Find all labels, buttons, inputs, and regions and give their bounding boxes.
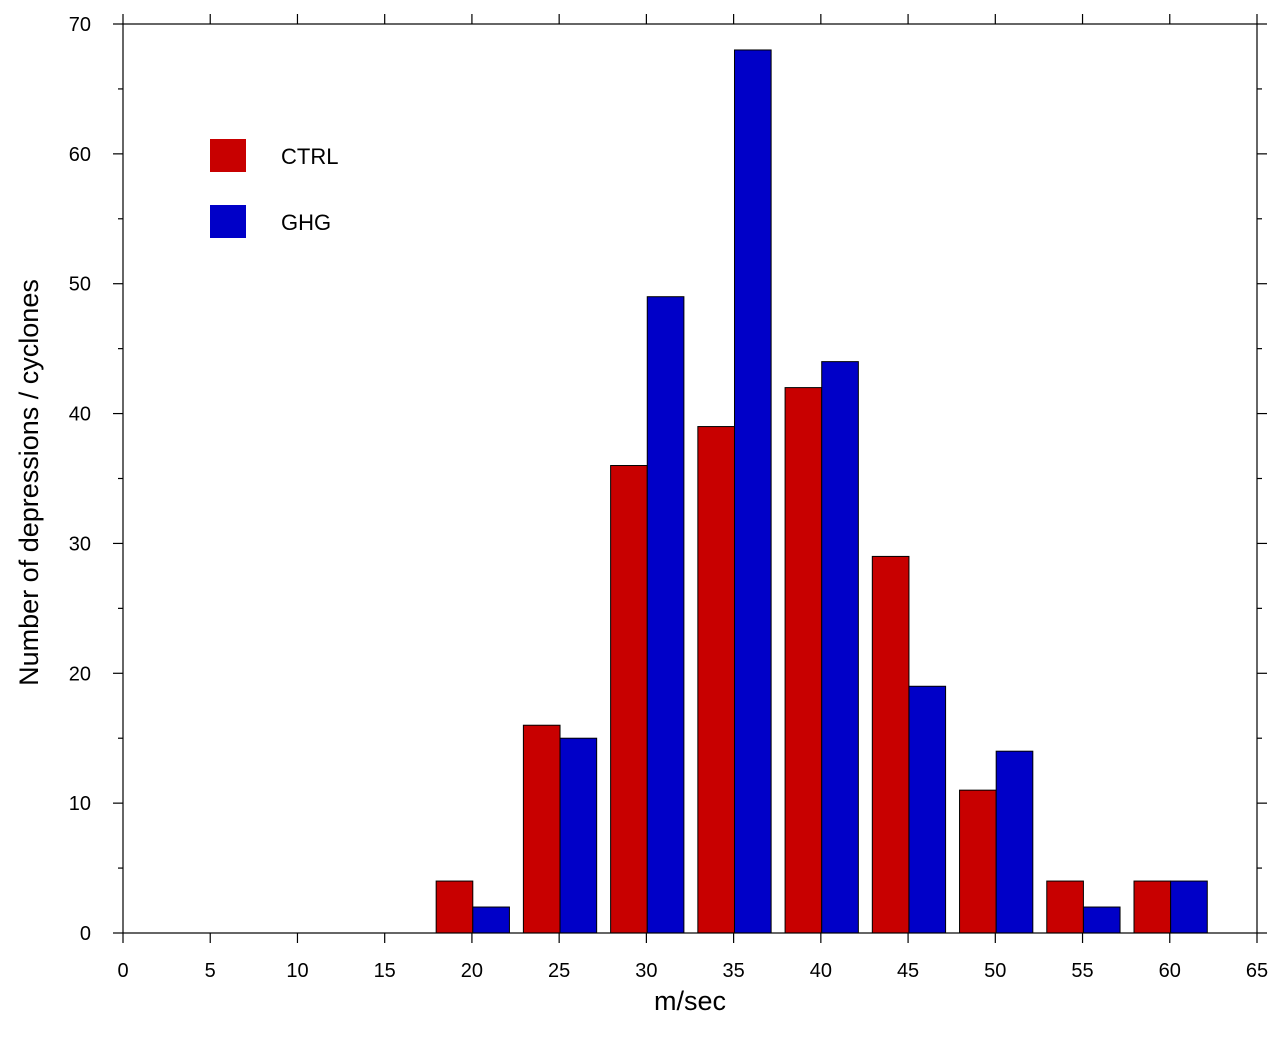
x-axis-title: m/sec [654,986,726,1016]
x-tick-label: 65 [1246,960,1268,982]
y-axis-title: Number of depressions / cyclones [14,279,44,686]
ticks-layer [113,14,1267,943]
bar-ghg-20 [472,906,510,934]
x-tick-label: 60 [1159,960,1181,982]
x-tick-label: 45 [897,960,919,982]
y-tick-label: 50 [69,274,91,296]
bars-layer [435,49,1208,934]
x-tick-label: 55 [1071,960,1093,982]
x-tick-label: 50 [984,960,1006,982]
bar-ctrl-40 [784,387,823,934]
bar-ghg-25 [559,737,598,934]
bar-ctrl-50 [959,789,997,934]
bar-ctrl-20 [435,880,474,934]
bar-ghg-40 [821,361,859,934]
x-tick-label: 40 [810,960,832,982]
legend: CTRL GHG [210,139,338,238]
y-tick-label: 20 [69,663,91,685]
tick-labels-layer: 0 5 10 15 20 25 30 35 40 45 50 55 60 65 0 10 20 30 40 50 60 7… [69,14,1268,982]
x-tick-label: 30 [635,960,657,982]
y-tick-label: 60 [69,144,91,166]
bar-ghg-50 [995,750,1034,934]
bar-ghg-35 [733,49,772,934]
x-tick-label: 25 [548,960,570,982]
legend-label-ctrl: CTRL [281,144,338,169]
bar-ctrl-30 [610,465,648,934]
y-tick-label: 70 [69,14,91,36]
x-tick-label: 0 [117,960,128,982]
y-tick-label: 30 [69,533,91,555]
bar-ctrl-45 [871,555,910,934]
y-tick-label: 10 [69,793,91,815]
legend-swatch-ghg [210,205,246,238]
x-tick-label: 35 [722,960,744,982]
bar-ghg-55 [1082,906,1121,934]
x-tick-label: 10 [286,960,308,982]
legend-label-ghg: GHG [281,210,331,235]
x-tick-label: 20 [461,960,483,982]
bar-ctrl-60 [1133,880,1172,934]
y-tick-label: 0 [80,923,91,945]
bar-ghg-60 [1170,880,1208,934]
legend-swatch-ctrl [210,139,246,172]
bar-ctrl-35 [697,426,735,934]
bar-ghg-45 [908,685,947,934]
x-tick-label: 15 [374,960,396,982]
x-tick-label: 5 [205,960,216,982]
y-tick-label: 40 [69,404,91,426]
bar-ghg-30 [646,296,685,934]
bar-ctrl-55 [1046,880,1084,934]
bar-ctrl-25 [522,724,561,934]
